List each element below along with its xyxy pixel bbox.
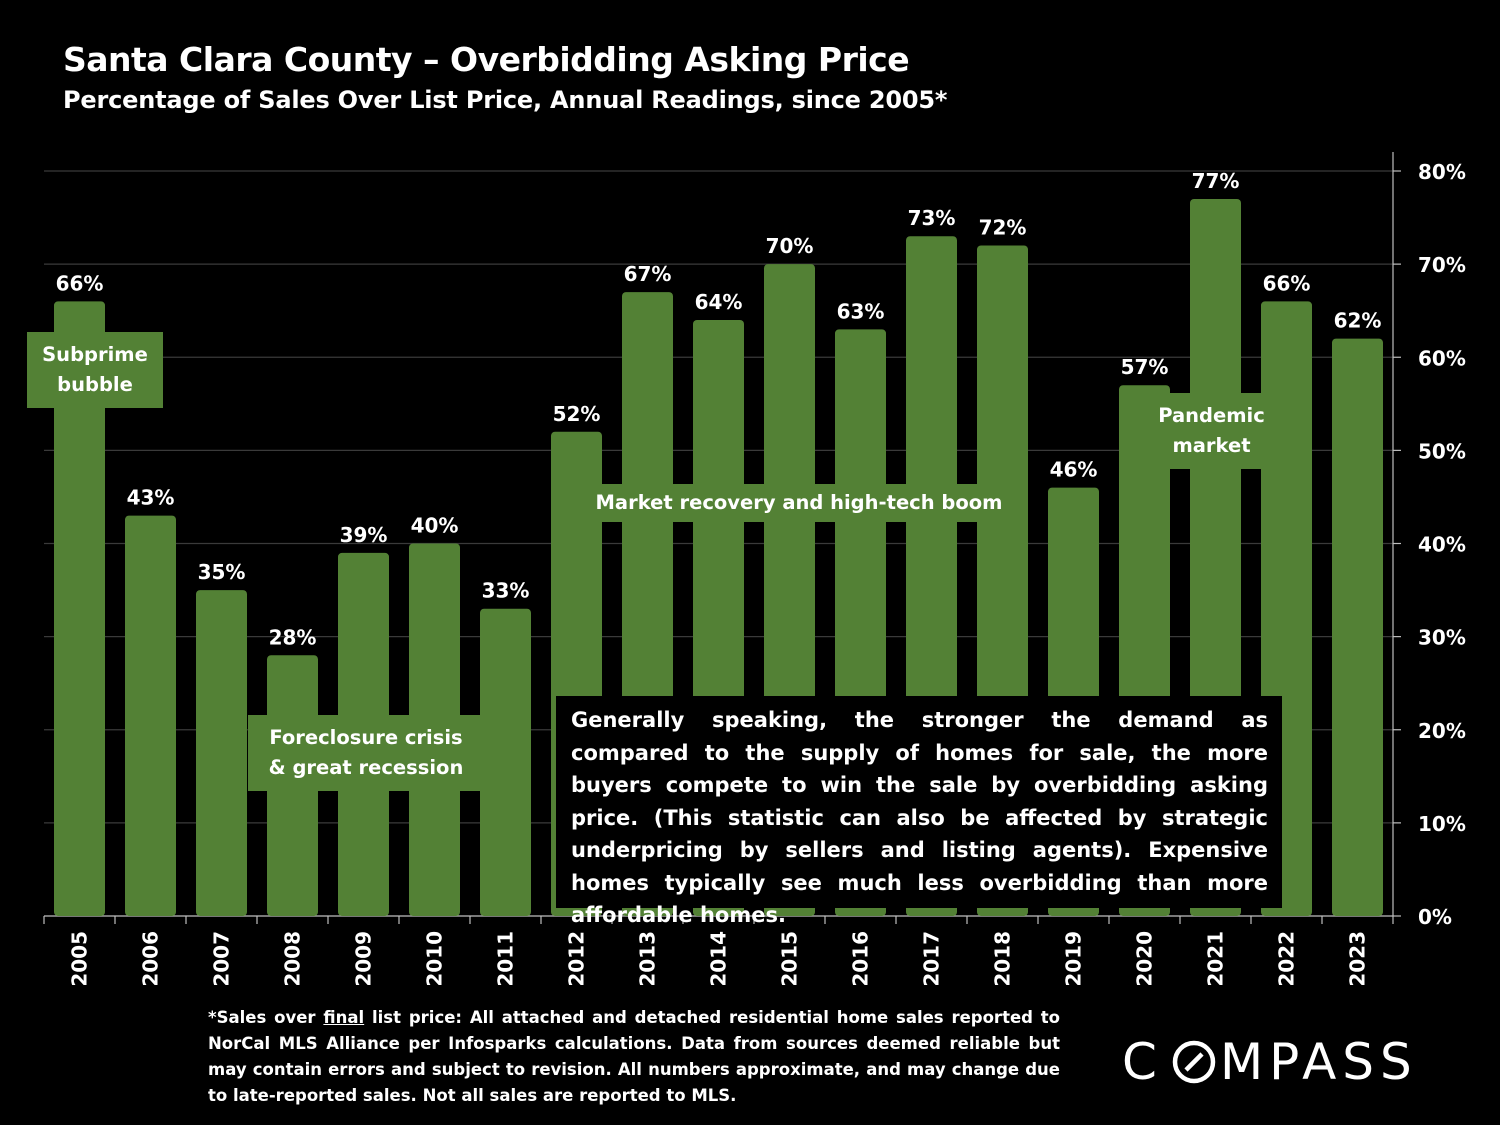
compass-logo-mark: C MPASS (1122, 1033, 1418, 1091)
x-tick-label-2007: 2007 (210, 931, 234, 987)
data-label-2008: 28% (269, 625, 317, 649)
annotation-line: Market recovery and high-tech boom (595, 491, 1003, 514)
annotation-line: Foreclosure crisis (269, 726, 463, 749)
x-tick-label-2020: 2020 (1133, 931, 1157, 987)
x-tick-label-2022: 2022 (1275, 931, 1299, 987)
y-tick-label: 70% (1418, 253, 1466, 277)
bar-2007 (196, 590, 247, 916)
footnote-text: *Sales over (208, 1008, 324, 1027)
data-label-2015: 70% (766, 234, 814, 258)
annotation-line: bubble (57, 373, 133, 396)
data-label-2017: 73% (908, 206, 956, 230)
y-tick-label: 80% (1418, 160, 1466, 184)
y-tick-label: 10% (1418, 812, 1466, 836)
y-tick-label: 60% (1418, 346, 1466, 370)
chart-subtitle: Percentage of Sales Over List Price, Ann… (63, 86, 948, 114)
footnote-emphasis: final (323, 1008, 365, 1027)
x-tick-label-2013: 2013 (636, 931, 660, 987)
data-label-2012: 52% (553, 402, 601, 426)
compass-logo: C MPASS (1122, 1032, 1442, 1104)
y-tick-label: 30% (1418, 626, 1466, 650)
data-label-2013: 67% (624, 262, 672, 286)
annotation-line: & great recession (268, 756, 464, 779)
bar-2006 (125, 515, 176, 916)
annotation-market-recovery: Market recovery and high-tech boom (590, 484, 1008, 522)
data-label-2014: 64% (695, 290, 743, 314)
annotation-line: Subprime (42, 343, 148, 366)
data-label-2007: 35% (198, 560, 246, 584)
annotation-line: market (1172, 434, 1251, 457)
annotation-foreclosure-crisis: Foreclosure crisis & great recession (248, 715, 484, 791)
svg-text:MPASS: MPASS (1220, 1033, 1418, 1091)
x-tick-label-2010: 2010 (423, 931, 447, 987)
explanation-note: Generally speaking, the stronger the dem… (556, 696, 1282, 927)
bar-2023 (1332, 338, 1383, 916)
x-tick-label-2017: 2017 (920, 931, 944, 987)
footnote-text-rest: list price: All attached and detached re… (208, 1008, 1060, 1105)
x-tick-label-2018: 2018 (991, 931, 1015, 987)
annotation-subprime-bubble: Subprime bubble (27, 332, 163, 408)
data-label-2010: 40% (411, 514, 459, 538)
data-label-2020: 57% (1121, 355, 1169, 379)
svg-text:C: C (1122, 1033, 1163, 1091)
x-tick-label-2005: 2005 (68, 931, 92, 987)
y-tick-label: 40% (1418, 533, 1466, 557)
data-label-2022: 66% (1263, 271, 1311, 295)
bar-2011 (480, 608, 531, 916)
data-label-2019: 46% (1050, 458, 1098, 482)
x-tick-label-2014: 2014 (707, 931, 731, 987)
data-label-2023: 62% (1334, 309, 1382, 333)
data-label-2018: 72% (979, 216, 1027, 240)
x-tick-label-2019: 2019 (1062, 931, 1086, 987)
x-tick-label-2006: 2006 (139, 931, 163, 987)
x-tick-label-2008: 2008 (281, 931, 305, 987)
x-tick-label-2016: 2016 (849, 931, 873, 987)
x-tick-label-2023: 2023 (1346, 931, 1370, 987)
y-tick-label: 20% (1418, 719, 1466, 743)
footnote: *Sales over final list price: All attach… (208, 1005, 1060, 1109)
chart-title: Santa Clara County – Overbidding Asking … (63, 40, 910, 79)
data-label-2016: 63% (837, 299, 885, 323)
data-label-2011: 33% (482, 579, 530, 603)
x-tick-label-2011: 2011 (494, 931, 518, 987)
data-label-2021: 77% (1192, 169, 1240, 193)
data-label-2009: 39% (340, 523, 388, 547)
annotation-line: Pandemic (1158, 404, 1265, 427)
data-label-2005: 66% (56, 271, 104, 295)
x-tick-label-2015: 2015 (778, 931, 802, 987)
x-tick-label-2021: 2021 (1204, 931, 1228, 987)
data-label-2006: 43% (127, 486, 175, 510)
x-tick-label-2012: 2012 (565, 931, 589, 987)
y-tick-label: 50% (1418, 439, 1466, 463)
bar-2005 (54, 301, 105, 916)
annotation-pandemic-market: Pandemic market (1158, 393, 1265, 469)
y-tick-label: 0% (1418, 905, 1452, 929)
x-tick-label-2009: 2009 (352, 931, 376, 987)
